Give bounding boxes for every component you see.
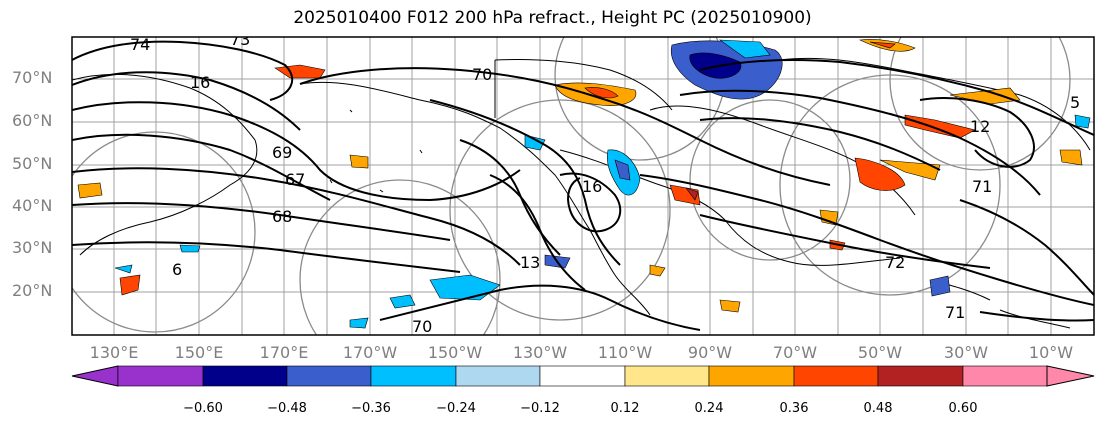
- height-contours: [72, 40, 1094, 331]
- lon-label: 170°W: [342, 343, 398, 362]
- contour-label: 16: [190, 73, 210, 92]
- colorbar-low-extension: [71, 365, 119, 387]
- contour-label: 71: [945, 303, 965, 322]
- colorbar-swatch: [793, 365, 879, 387]
- lon-label: 90°W: [687, 343, 733, 362]
- lat-label: 60°N: [12, 111, 53, 130]
- colorbar-swatch: [708, 365, 795, 387]
- pattern-circles: [72, 37, 1071, 335]
- colorbar-tick-label: −0.12: [520, 401, 560, 416]
- colorbar-tick-label: 0.12: [610, 401, 640, 416]
- lon-label: 70°W: [772, 343, 818, 362]
- contour-label: 70: [472, 65, 492, 84]
- contour-label: 5: [1070, 93, 1080, 112]
- gridlines: [72, 37, 1094, 335]
- lat-label: 50°N: [12, 154, 53, 173]
- colorbar-tick-label: 0.36: [779, 401, 809, 416]
- lon-label: 10°W: [1028, 343, 1074, 362]
- contour-label: 70: [412, 317, 432, 336]
- colorbar-tick-label: 0.60: [948, 401, 978, 416]
- colorbar-tick-label: −0.36: [351, 401, 391, 416]
- map-frame: [71, 36, 1095, 336]
- contour-label: 6: [172, 260, 182, 279]
- lat-label: 20°N: [12, 281, 53, 300]
- colorbar-swatch: [877, 365, 964, 387]
- colorbar-tick-label: 0.24: [694, 401, 724, 416]
- colorbar-high-extension: [1046, 365, 1095, 387]
- contour-label: 13: [520, 253, 540, 272]
- colorbar-swatch: [370, 365, 457, 387]
- contour-label: 72: [885, 253, 905, 272]
- contour-label: 16: [582, 177, 602, 196]
- colorbar-tick-label: −0.48: [267, 401, 307, 416]
- lat-label: 70°N: [12, 68, 53, 87]
- contour-label-group: 74 73 16 70 69 67 68 6 13 16 70 72 71 5 …: [130, 30, 1080, 336]
- map-plot-area: 74 73 16 70 69 67 68 6 13 16 70 72 71 5 …: [72, 30, 1094, 336]
- colorbar-tick-label: −0.24: [436, 401, 476, 416]
- lat-label: 40°N: [12, 196, 53, 215]
- colorbar-swatch: [539, 365, 626, 387]
- map-title: 2025010400 F012 200 hPa refract., Height…: [293, 8, 812, 28]
- lon-label: 170°E: [259, 343, 309, 362]
- colorbar: [71, 365, 1095, 387]
- contour-label: 69: [272, 143, 292, 162]
- colorbar-swatch: [286, 365, 372, 387]
- colorbar-tick-label: 0.48: [863, 401, 893, 416]
- contour-label: 12: [970, 117, 990, 136]
- contour-label: 73: [230, 30, 250, 49]
- colorbar-swatch: [624, 365, 710, 387]
- contour-label: 71: [972, 177, 992, 196]
- colorbar-swatch: [117, 365, 204, 387]
- lon-label: 130°W: [512, 343, 568, 362]
- contour-label: 74: [130, 35, 150, 54]
- lon-label: 150°E: [174, 343, 224, 362]
- lon-label: 30°W: [943, 343, 989, 362]
- colorbar-swatch: [962, 365, 1048, 387]
- lon-label: 150°W: [427, 343, 483, 362]
- lon-label: 110°W: [597, 343, 653, 362]
- contour-label: 67: [285, 170, 305, 189]
- colorbar-tick-label: −0.60: [183, 401, 223, 416]
- lon-label: 130°E: [89, 343, 139, 362]
- contour-label: 68: [272, 207, 292, 226]
- colorbar-swatch: [202, 365, 288, 387]
- lon-label: 50°W: [857, 343, 903, 362]
- lat-label: 30°N: [12, 238, 53, 257]
- colorbar-swatch: [455, 365, 541, 387]
